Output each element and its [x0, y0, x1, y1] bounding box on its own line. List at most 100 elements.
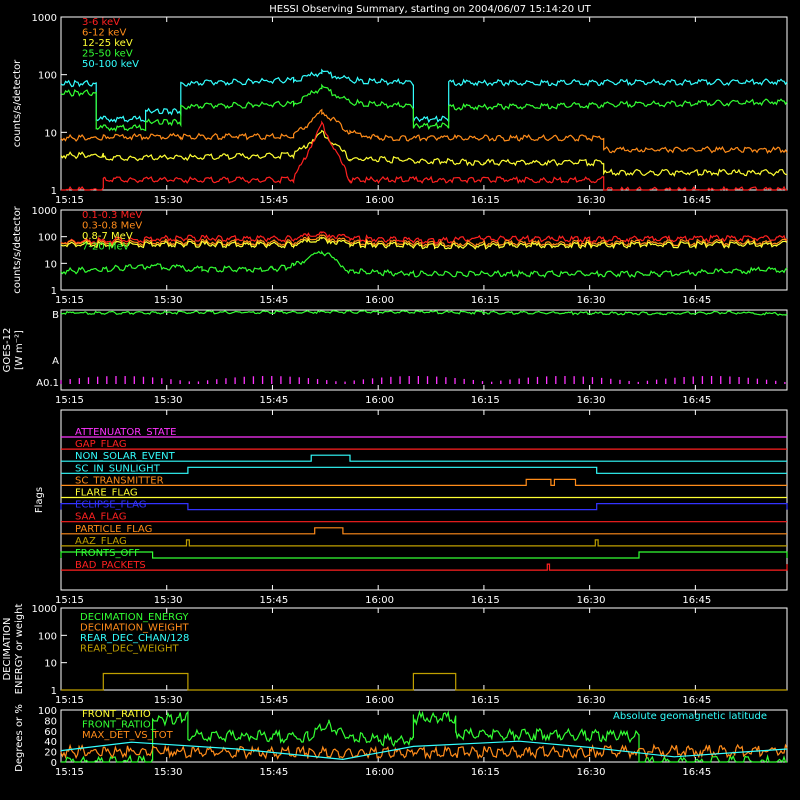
legend-entry: FRONT_RATIO_ [82, 720, 157, 731]
x-tick-label: 16:45 [682, 195, 711, 206]
flag-line [61, 539, 787, 547]
series-line [60, 740, 788, 761]
series-line [60, 68, 788, 124]
y-tick-label: A0.1 [36, 378, 59, 389]
countrates-frame [60, 16, 788, 191]
x-tick-label: 15:15 [55, 695, 84, 706]
y-tick-label: 0 [51, 758, 57, 769]
x-tick-label: 16:45 [682, 295, 711, 306]
x-tick-label: 16:30 [577, 195, 606, 206]
y-tick-label: 100 [38, 631, 57, 642]
y-tick-label: 80 [44, 716, 57, 727]
legend-entry: FRONT_RATIO [82, 709, 151, 720]
x-tick-label: 16:45 [682, 695, 711, 706]
y-tick-label: 1 [51, 186, 57, 197]
legend-entry: 12-25 keV [82, 38, 133, 49]
flags-frame [60, 409, 788, 591]
x-tick-label: 16:15 [471, 595, 500, 606]
flag-label: FLARE_FLAG [75, 488, 138, 499]
legend-entry: DECIMATION_ENERGY [80, 612, 189, 623]
x-tick-label: 16:45 [682, 395, 711, 406]
x-tick-label: 16:00 [365, 395, 394, 406]
legend-entry: 0.3-0.8 MeV [82, 221, 142, 232]
y-tick-label: 10 [44, 128, 57, 139]
flag-label: BAD_PACKETS [75, 560, 146, 571]
x-tick-label: 15:15 [55, 767, 84, 778]
y-axis-label-2: ENERGY or weight [14, 604, 25, 695]
x-tick-label: 15:30 [154, 767, 183, 778]
x-tick-label: 16:45 [682, 767, 711, 778]
series-line [60, 250, 788, 279]
legend-entry: MAX_DET_VS_TOT [82, 730, 174, 741]
legend-entry: REAR_DEC_WEIGHT [80, 644, 179, 655]
y-tick-label: 1000 [32, 206, 57, 217]
flag-line [61, 466, 787, 474]
series-line [60, 309, 788, 316]
flag-label: SC_TRANSMITTER [75, 475, 164, 486]
y-axis-label: counts/s/detector [12, 59, 23, 147]
flag-label: GAP_FLAG [75, 439, 127, 450]
flag-label: ECLIPSE_FLAG [75, 500, 146, 511]
y-tick-label: B [52, 310, 59, 321]
goes-frame [60, 309, 788, 391]
legend-entry: 7-20 MeV [82, 242, 130, 253]
series-line [60, 236, 788, 250]
x-tick-label: 16:30 [577, 295, 606, 306]
x-tick-label: 16:00 [365, 595, 394, 606]
x-tick-label: 16:15 [471, 695, 500, 706]
x-tick-label: 16:30 [577, 395, 606, 406]
x-tick-label: 16:30 [577, 695, 606, 706]
x-tick-label: 16:15 [471, 195, 500, 206]
x-tick-label: 15:45 [259, 695, 288, 706]
y-tick-label: 1 [51, 286, 57, 297]
x-tick-label: 16:30 [577, 767, 606, 778]
flag-label: AAZ_FLAG [75, 536, 127, 547]
legend-entry: 3-6 keV [82, 17, 120, 28]
x-tick-label: 15:45 [259, 767, 288, 778]
y-tick-label: 100 [38, 233, 57, 244]
series-line [60, 234, 788, 248]
x-tick-label: 15:45 [259, 595, 288, 606]
series-line [61, 672, 787, 691]
x-tick-label: 15:30 [154, 395, 183, 406]
x-tick-label: 15:45 [259, 295, 288, 306]
x-tick-label: 15:15 [55, 295, 84, 306]
x-tick-label: 16:00 [365, 195, 394, 206]
x-tick-label: 15:30 [154, 195, 183, 206]
x-tick-label: 15:30 [154, 295, 183, 306]
legend-entry: 0.1-0.3 MeV [82, 210, 142, 221]
x-tick-label: 15:45 [259, 195, 288, 206]
flag-line [60, 551, 788, 559]
series-line [60, 231, 788, 245]
ratios-frame [60, 709, 788, 763]
legend-entry: REAR_DEC_CHAN/128 [80, 633, 189, 644]
decimation-frame [60, 607, 788, 691]
flag-label: NON_SOLAR_EVENT [75, 451, 176, 462]
x-tick-label: 16:30 [577, 595, 606, 606]
x-tick-label: 15:30 [154, 595, 183, 606]
y-tick-label: 40 [44, 737, 57, 748]
x-tick-label: 16:00 [365, 767, 394, 778]
legend-entry-right: Absolute geomagnetic latitude [613, 711, 767, 722]
flag-line [61, 478, 787, 486]
y-axis-label: GOES-12 [2, 328, 13, 373]
y-tick-label: 100 [38, 706, 57, 717]
flag-line [61, 454, 787, 462]
y-axis-label: DECIMATION [2, 617, 13, 680]
legend-entry: 50-100 keV [82, 59, 139, 70]
x-tick-label: 16:00 [365, 295, 394, 306]
y-tick-label: 60 [44, 727, 57, 738]
y-tick-label: 10 [44, 259, 57, 270]
y-tick-label: 100 [38, 71, 57, 82]
y-tick-label: 1 [51, 686, 57, 697]
y-axis-label: Degrees or % [14, 704, 25, 772]
flag-line [60, 503, 788, 511]
y-tick-label: 20 [44, 748, 57, 759]
series-line [60, 83, 788, 132]
x-tick-label: 16:15 [471, 395, 500, 406]
y-tick-label: 1000 [32, 13, 57, 24]
flag-label: SC_IN_SUNLIGHT [75, 463, 161, 474]
highenergy-frame [60, 209, 788, 291]
x-tick-label: 16:15 [471, 767, 500, 778]
